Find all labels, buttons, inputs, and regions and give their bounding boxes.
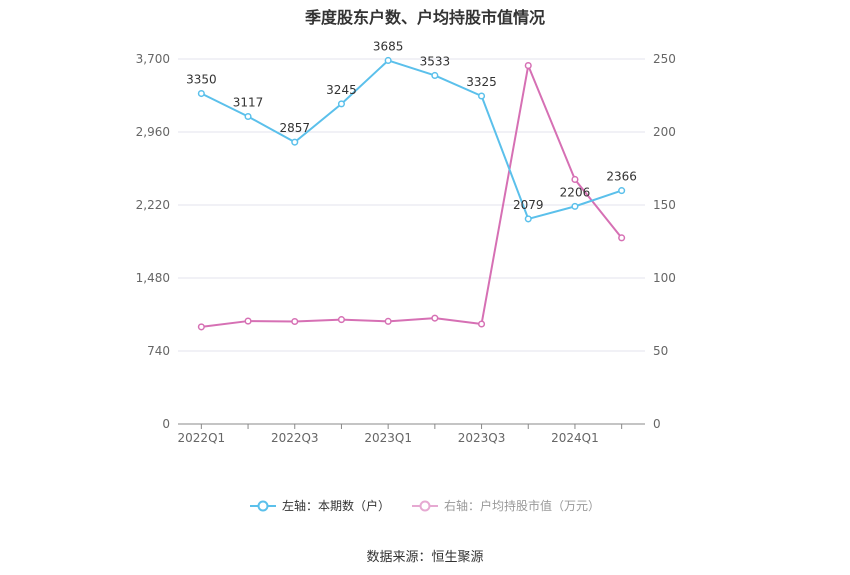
right-series-point xyxy=(384,317,392,325)
right-series-point xyxy=(571,175,579,183)
left-series-line xyxy=(200,59,622,220)
source-note: 数据来源：恒生聚源 xyxy=(366,550,484,565)
left-tick-label: 2,960 xyxy=(136,125,170,139)
data-label: 3350 xyxy=(186,73,217,87)
right-series-point xyxy=(244,317,252,325)
right-tick-label: 200 xyxy=(653,125,676,139)
right-series-point xyxy=(197,323,205,331)
grid-lines xyxy=(178,58,645,352)
left-series-point xyxy=(618,187,626,195)
x-tick-label: 2022Q1 xyxy=(178,431,226,445)
x-tick-label: 2023Q1 xyxy=(364,431,412,445)
legend-label-left: 左轴：本期数（户） xyxy=(281,499,390,513)
right-tick-label: 150 xyxy=(653,198,676,212)
x-tick-label: 2024Q1 xyxy=(551,431,599,445)
left-tick-label: 3,700 xyxy=(136,52,170,66)
data-label: 3533 xyxy=(420,54,451,68)
right-tick-label: 100 xyxy=(653,271,676,285)
x-axis: 2022Q1 2022Q3 2023Q1 2023Q3 2024Q1 xyxy=(178,423,645,445)
left-series-point xyxy=(524,215,532,223)
right-series-point xyxy=(618,234,626,242)
legend: 左轴：本期数（户） 右轴：户均持股市值（万元） xyxy=(0,497,850,514)
right-tick-label: 0 xyxy=(653,417,661,431)
line-chart: 0 740 1,480 2,220 2,960 3,700 0 50 100 150 200 250… xyxy=(136,39,676,445)
data-label: 2857 xyxy=(279,121,310,135)
data-label: 3117 xyxy=(233,96,264,110)
legend-label-right: 右轴：户均持股市值（万元） xyxy=(444,499,601,513)
left-tick-label: 740 xyxy=(147,344,170,358)
data-label: 2079 xyxy=(513,198,544,212)
left-tick-label: 2,220 xyxy=(136,198,170,212)
left-axis-ticks: 0 740 1,480 2,220 2,960 3,700 xyxy=(136,52,170,431)
right-series-point xyxy=(524,62,532,70)
left-series-point xyxy=(291,138,299,146)
data-label: 3245 xyxy=(326,83,357,97)
right-series-point xyxy=(337,316,346,324)
right-series-point xyxy=(478,320,486,328)
left-series-point xyxy=(197,89,205,98)
data-label: 3325 xyxy=(466,75,497,89)
left-series-point xyxy=(384,56,392,65)
series-left xyxy=(197,56,626,223)
x-tick-label: 2023Q3 xyxy=(458,431,506,445)
right-tick-label: 50 xyxy=(653,344,668,358)
left-tick-label: 0 xyxy=(162,417,170,431)
left-series-point xyxy=(337,100,346,108)
left-series-point xyxy=(244,112,252,121)
right-tick-label: 250 xyxy=(653,52,676,66)
right-series-point xyxy=(291,317,299,326)
data-labels: 3350 3117 2857 3245 3685 3533 3325 2079 2206 2366 xyxy=(186,39,637,211)
x-tick-label: 2022Q3 xyxy=(271,431,319,445)
chart-title: 季度股东户数、户均持股市值情况 xyxy=(304,8,545,27)
data-label: 2206 xyxy=(560,185,591,199)
left-series-point xyxy=(478,92,486,100)
data-label: 3685 xyxy=(373,39,404,53)
legend-line-marker-pink-icon xyxy=(412,500,438,511)
legend-item-left-axis[interactable]: 左轴：本期数（户） xyxy=(249,497,390,514)
legend-line-marker-blue-icon xyxy=(249,500,276,511)
series-right xyxy=(197,62,626,331)
right-series-line xyxy=(201,64,623,328)
left-series-point xyxy=(571,202,579,210)
data-label: 2366 xyxy=(606,170,637,184)
left-series-point xyxy=(431,71,439,80)
legend-item-right-axis[interactable]: 右轴：户均持股市值（万元） xyxy=(412,497,600,514)
left-tick-label: 1,480 xyxy=(136,271,170,285)
right-axis-ticks: 0 50 100 150 200 250 xyxy=(653,52,676,431)
right-series-point xyxy=(431,314,439,322)
